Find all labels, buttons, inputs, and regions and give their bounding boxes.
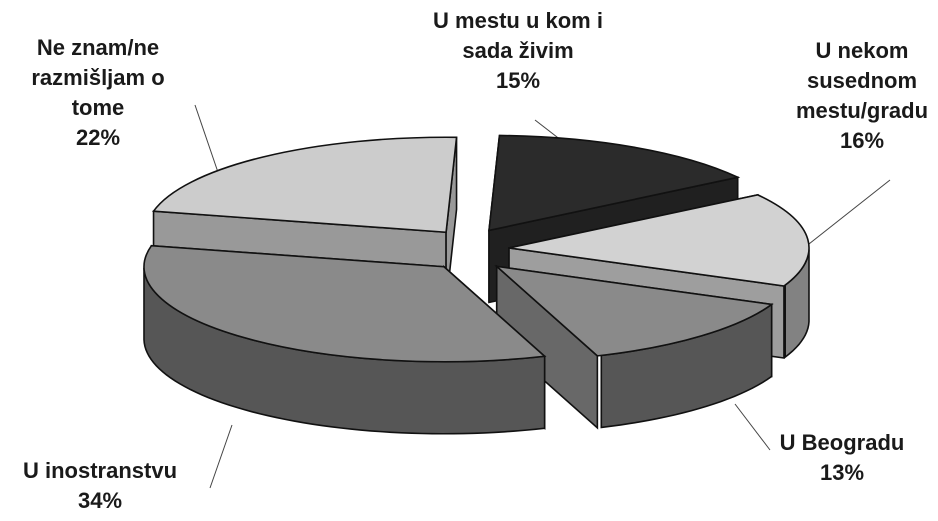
slice-category-label: U nekom: [816, 38, 909, 63]
slice-category-label: sada živim: [462, 38, 573, 63]
slice-category-label: tome: [72, 95, 125, 120]
slice-value-label: 16%: [840, 128, 884, 153]
pie-slice-top: [152, 136, 458, 234]
pie-slice: [494, 264, 774, 430]
slice-category-label: susednom: [807, 68, 917, 93]
pie-slices: [143, 134, 810, 435]
slice-category-label: U mestu u kom i: [433, 8, 603, 33]
slice-value-label: 22%: [76, 125, 120, 150]
slice-category-label: razmišljam o: [31, 65, 164, 90]
leader-line: [734, 403, 771, 451]
slice-value-label: 15%: [496, 68, 540, 93]
slice-category-label: Ne znam/ne: [37, 35, 159, 60]
slice-value-label: 34%: [78, 488, 122, 513]
pie-slice-top: [488, 134, 741, 232]
slice-category-label: U inostranstvu: [23, 458, 177, 483]
slice-value-label: 13%: [820, 460, 864, 485]
leader-line: [209, 424, 233, 489]
slice-category-label: mestu/gradu: [796, 98, 928, 123]
pie-slice-top: [508, 194, 810, 287]
leader-line: [794, 179, 891, 256]
slice-labels: U mestu u kom i sada živim 15% U nekom sused…: [23, 8, 928, 513]
pie-slice-top: [494, 265, 774, 357]
pie-slice: [143, 244, 547, 435]
pie-slice-top: [143, 244, 547, 363]
slice-category-label: U Beogradu: [780, 430, 905, 455]
